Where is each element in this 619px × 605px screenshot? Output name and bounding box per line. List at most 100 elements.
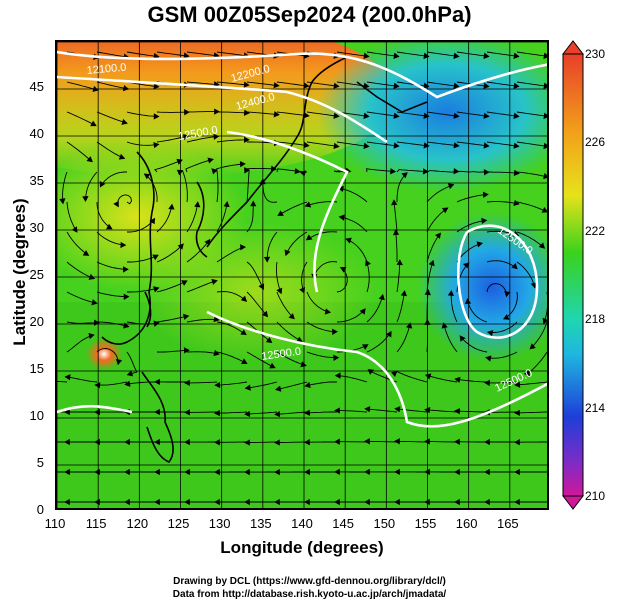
streamline: [336, 141, 369, 147]
streamline: [396, 81, 429, 87]
streamline: [366, 294, 384, 323]
streamline-arrow: [299, 170, 307, 177]
streamline: [186, 202, 199, 233]
streamline: [336, 51, 369, 57]
streamline: [366, 111, 399, 117]
streamline-arrow: [153, 320, 160, 327]
streamline-arrow: [214, 498, 220, 506]
streamline-arrow: [177, 243, 184, 250]
streamline: [396, 172, 408, 202]
streamline-arrow: [181, 280, 188, 286]
streamline-arrow: [240, 295, 248, 302]
streamline-arrow: [394, 406, 401, 413]
streamline: [186, 351, 219, 355]
coast-china: [101, 151, 155, 345]
x-tick-label: 155: [414, 516, 437, 531]
streamline-arrow: [261, 310, 269, 318]
streamline-arrow: [154, 378, 160, 386]
streamline: [516, 261, 536, 288]
streamline-arrow: [391, 199, 398, 206]
streamline-arrow: [543, 112, 547, 119]
streamline-arrow: [333, 354, 340, 361]
streamline-arrow: [543, 172, 547, 180]
streamline: [396, 141, 429, 147]
streamline-arrow: [299, 286, 306, 294]
streamline-arrow: [274, 468, 280, 476]
streamline-arrow: [124, 468, 130, 476]
streamline-arrow: [123, 322, 130, 329]
streamline: [276, 81, 309, 87]
streamline: [66, 81, 99, 91]
streamline: [156, 243, 184, 263]
streamline: [266, 231, 278, 262]
streamline-arrow: [304, 498, 310, 506]
streamline: [156, 280, 188, 293]
streamline: [486, 51, 519, 57]
streamline-arrow: [423, 82, 430, 89]
streamline-arrow: [334, 468, 340, 476]
colorbar-bottom-arrow: [562, 495, 584, 510]
streamline-arrow: [514, 498, 520, 506]
streamline: [486, 171, 519, 174]
streamline: [306, 321, 338, 333]
colorbar: [562, 40, 584, 510]
y-tick-label: 10: [29, 408, 44, 423]
streamline: [516, 201, 547, 213]
streamline: [426, 184, 454, 203]
streamline-arrow: [364, 498, 370, 506]
streamline-arrow: [183, 133, 190, 141]
streamline: [516, 171, 547, 178]
contour-label: 12100.0: [86, 62, 127, 77]
colorbar-tick-label: 218: [585, 312, 606, 327]
streamline: [450, 290, 458, 323]
streamline: [456, 51, 489, 57]
streamline-arrow: [90, 120, 97, 127]
streamline-arrow: [214, 108, 220, 115]
streamline: [516, 231, 545, 249]
streamline: [396, 290, 406, 323]
streamline-arrow: [485, 355, 492, 362]
streamline: [216, 51, 249, 57]
streamline: [394, 440, 428, 443]
streamline: [275, 411, 308, 415]
streamline-arrow: [258, 283, 265, 290]
streamline: [216, 201, 228, 233]
streamline: [546, 112, 547, 113]
streamline-arrow: [463, 262, 470, 269]
streamline: [393, 200, 398, 233]
streamline: [366, 51, 399, 57]
streamline: [285, 231, 308, 256]
streamline-arrow: [393, 112, 400, 119]
streamline-arrow: [120, 241, 127, 249]
streamline: [396, 51, 429, 57]
streamline: [276, 261, 282, 294]
streamline-arrow: [244, 439, 250, 446]
streamline-arrow: [250, 200, 257, 207]
streamline-arrow: [401, 172, 408, 179]
y-tick-label: 35: [29, 173, 44, 188]
streamline-arrow: [244, 468, 250, 476]
streamline-arrow: [304, 409, 311, 416]
streamline-arrow: [184, 409, 190, 416]
streamline-arrow: [513, 82, 520, 89]
streamline: [246, 170, 250, 203]
streamline: [262, 179, 278, 203]
streamline-arrow: [513, 169, 520, 177]
streamline-arrow: [453, 167, 460, 175]
streamline: [529, 321, 547, 350]
streamline-arrow: [394, 498, 400, 506]
streamline: [96, 261, 128, 270]
streamline-arrow: [483, 169, 490, 176]
x-tick-label: 130: [208, 516, 231, 531]
streamline-arrow: [82, 250, 90, 256]
streamline: [276, 111, 309, 117]
x-tick-label: 140: [291, 516, 313, 531]
streamline-arrow: [484, 468, 490, 476]
streamline-arrow: [240, 244, 247, 251]
streamline: [127, 287, 159, 293]
streamline-arrow: [152, 254, 159, 261]
streamline: [182, 170, 188, 203]
streamline-arrow: [529, 343, 536, 350]
streamline: [366, 81, 399, 87]
streamline: [426, 81, 459, 87]
